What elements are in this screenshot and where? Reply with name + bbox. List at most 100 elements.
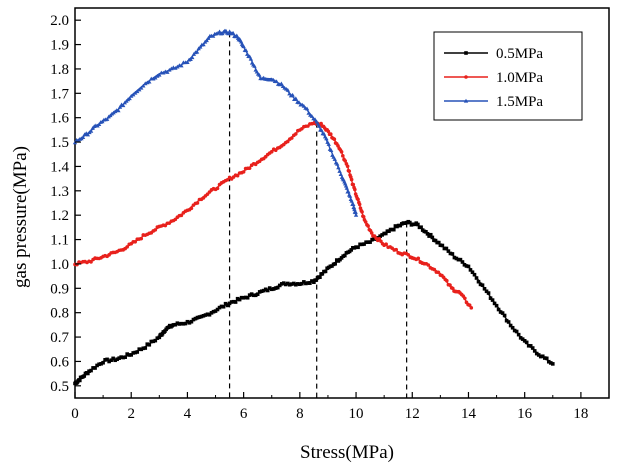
data-point: [522, 339, 527, 343]
data-point: [546, 359, 551, 364]
data-point: [380, 233, 384, 237]
data-point: [267, 286, 272, 290]
data-point: [288, 282, 292, 287]
data-point: [89, 260, 93, 264]
data-point: [205, 312, 210, 317]
data-point: [502, 313, 507, 318]
plot-area: [74, 7, 610, 399]
data-point: [469, 306, 474, 310]
data-point: [241, 44, 246, 49]
data-point: [129, 93, 134, 98]
data-point: [165, 70, 170, 74]
data-point: [198, 44, 203, 49]
data-point: [360, 242, 364, 247]
data-point: [155, 336, 160, 340]
data-point: [292, 281, 296, 286]
data-point: [95, 363, 99, 368]
data-point: [301, 103, 307, 108]
data-point: [231, 299, 236, 304]
data-point: [179, 63, 184, 68]
y-tick-label: 1.3: [50, 184, 69, 200]
data-point: [496, 307, 501, 312]
data-point: [219, 304, 224, 309]
y-tick-label: 1.5: [50, 135, 69, 151]
reference-lines: [228, 32, 408, 398]
data-point: [516, 332, 521, 337]
data-point: [494, 303, 499, 308]
data-point: [93, 366, 97, 370]
data-point: [309, 114, 315, 118]
data-point: [290, 136, 294, 140]
legend-label: 1.5MPa: [496, 94, 543, 110]
series-1.0MPa: [73, 120, 474, 310]
data-point: [123, 355, 127, 359]
data-point: [314, 278, 319, 282]
data-point: [120, 103, 126, 108]
legend-item-1.0MPa[interactable]: 1.0MPa: [444, 70, 543, 86]
data-point: [78, 378, 82, 383]
data-point: [518, 336, 523, 340]
data-point: [452, 255, 457, 260]
data-point: [363, 220, 368, 224]
x-tick-label: 6: [240, 406, 248, 422]
y-tick-label: 0.6: [50, 354, 69, 370]
data-point: [356, 197, 360, 202]
data-point: [302, 280, 306, 284]
data-point: [187, 321, 192, 325]
data-point: [281, 281, 286, 285]
data-point: [294, 132, 298, 136]
data-point: [191, 317, 196, 322]
data-point: [119, 355, 123, 359]
data-point: [139, 236, 144, 241]
data-point: [125, 352, 129, 356]
data-point: [151, 339, 156, 344]
legend[interactable]: 0.5MPa 1.0MPa 1.5MPa: [433, 31, 583, 121]
data-point: [127, 96, 132, 101]
data-point: [364, 240, 368, 245]
data-point: [444, 278, 449, 283]
data-point: [432, 267, 437, 272]
data-point: [188, 57, 193, 62]
data-point: [464, 75, 468, 79]
data-point: [204, 38, 209, 43]
data-point: [153, 228, 158, 232]
data-point: [436, 270, 441, 275]
legend-item-0.5MPa[interactable]: 0.5MPa: [444, 46, 543, 62]
legend-item-1.5MPa[interactable]: 1.5MPa: [444, 94, 543, 110]
data-point: [328, 148, 334, 152]
series-layer: [72, 28, 555, 386]
data-point: [255, 292, 260, 296]
data-point: [141, 346, 146, 351]
data-point: [324, 136, 329, 141]
data-point: [492, 301, 497, 306]
data-point: [528, 344, 533, 348]
data-point: [215, 307, 220, 312]
data-point: [169, 66, 174, 71]
data-point: [221, 304, 226, 309]
data-point: [304, 106, 310, 111]
data-point: [476, 279, 481, 284]
data-point: [85, 132, 91, 137]
data-point: [179, 321, 184, 326]
data-point: [438, 243, 443, 248]
legend-box: [433, 31, 583, 121]
data-point: [548, 361, 553, 365]
data-point: [105, 357, 109, 362]
data-point: [274, 79, 279, 84]
data-point: [298, 282, 302, 287]
data-point: [467, 303, 472, 308]
data-point: [440, 243, 445, 248]
data-point: [306, 281, 310, 285]
data-point: [514, 329, 519, 334]
data-point: [247, 166, 252, 170]
data-point: [211, 309, 216, 314]
y-tick-label: 1.7: [50, 86, 69, 102]
data-point: [173, 65, 178, 70]
data-point: [167, 67, 172, 72]
data-point: [550, 362, 555, 366]
data-point: [97, 362, 101, 367]
data-point: [194, 49, 200, 54]
data-point: [458, 257, 463, 262]
data-point: [540, 354, 545, 359]
data-point: [296, 282, 300, 286]
